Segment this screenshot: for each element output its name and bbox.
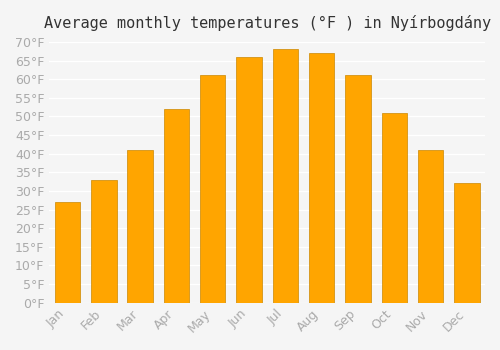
Bar (345, 75, 370, 303)
Bar (454, 183, 479, 303)
Bar (128, 150, 153, 303)
Bar (272, 49, 298, 303)
Bar (236, 57, 262, 303)
Bar (55, 202, 80, 303)
Bar (200, 75, 226, 303)
Title: Average monthly temperatures (°F ) in Nyírbogdány: Average monthly temperatures (°F ) in Ny… (44, 15, 490, 31)
Bar (382, 113, 407, 303)
Bar (164, 109, 189, 303)
Bar (309, 53, 334, 303)
Bar (91, 180, 116, 303)
Bar (418, 150, 444, 303)
